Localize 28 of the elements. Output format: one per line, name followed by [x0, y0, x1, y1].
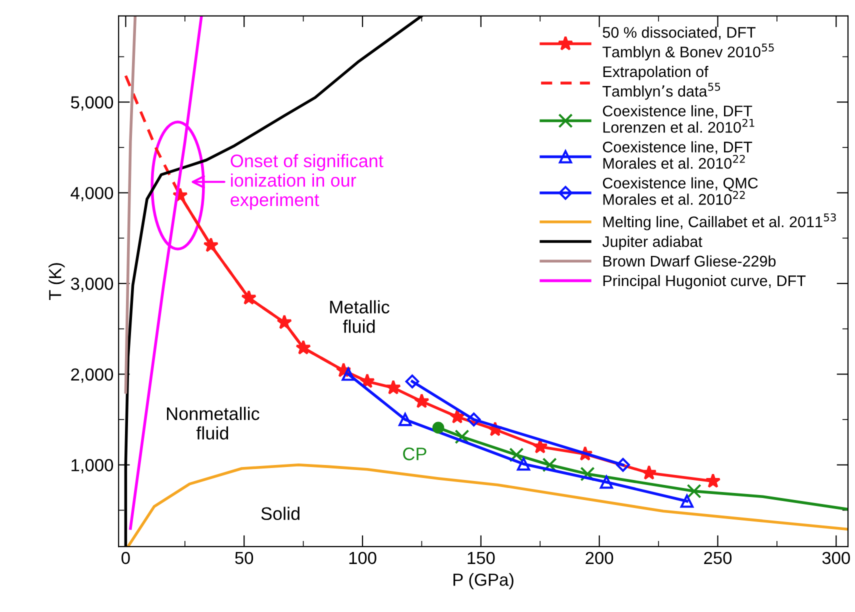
legend-label: Melting line, Caillabet et al. 2011$^{53}$	[603, 213, 836, 230]
legend-label: Jupiter adiabat	[602, 236, 702, 250]
annotation: CP	[403, 448, 426, 460]
annotation: Metallic fluid	[330, 300, 390, 333]
y-tick-label: 5,000	[70, 96, 114, 111]
y-tick-label: 3,000	[70, 278, 114, 292]
legend-label: 50 % dissociated, DFT Tamblyn & Bonev 2010$^{55}$	[602, 26, 774, 60]
x-tick-label: 250	[704, 552, 732, 564]
x-tick-label: 300	[822, 552, 850, 564]
legend-label: Coexistence line, DFT Lorenzen et al. 2010$^{21}$	[602, 105, 754, 133]
x-tick-label: 100	[349, 552, 376, 564]
y-tick-label: 2,000	[71, 368, 114, 383]
annotation: Nonmetallic fluid	[167, 406, 260, 440]
x-axis-title: P (GPa)	[454, 573, 514, 590]
legend-label: Coexistence line, QMC Morales et al. 2010$^{22}$	[602, 177, 758, 205]
annotation: Solid	[261, 506, 300, 520]
y-axis-title: T (K)	[48, 263, 65, 300]
x-tick-label: 200	[586, 552, 614, 564]
x-tick-label: 150	[468, 552, 495, 564]
x-tick-label: 0	[122, 552, 130, 564]
legend-label: Brown Dwarf Gliese-229b	[603, 255, 776, 267]
legend-label: Principal Hugoniot curve, DFT	[603, 274, 806, 290]
x-tick-label: 50	[235, 552, 254, 564]
y-tick-label: 4,000	[70, 186, 114, 202]
y-tick-label: 1,000	[72, 459, 114, 474]
annotation: Onset of significant ionization in our experiment	[230, 154, 384, 210]
legend-label: Coexistence line, DFT Morales et al. 2010$^{22}$	[602, 141, 752, 169]
legend-label: Extrapolation of Tamblyn’s data$^{55}$	[602, 66, 720, 100]
